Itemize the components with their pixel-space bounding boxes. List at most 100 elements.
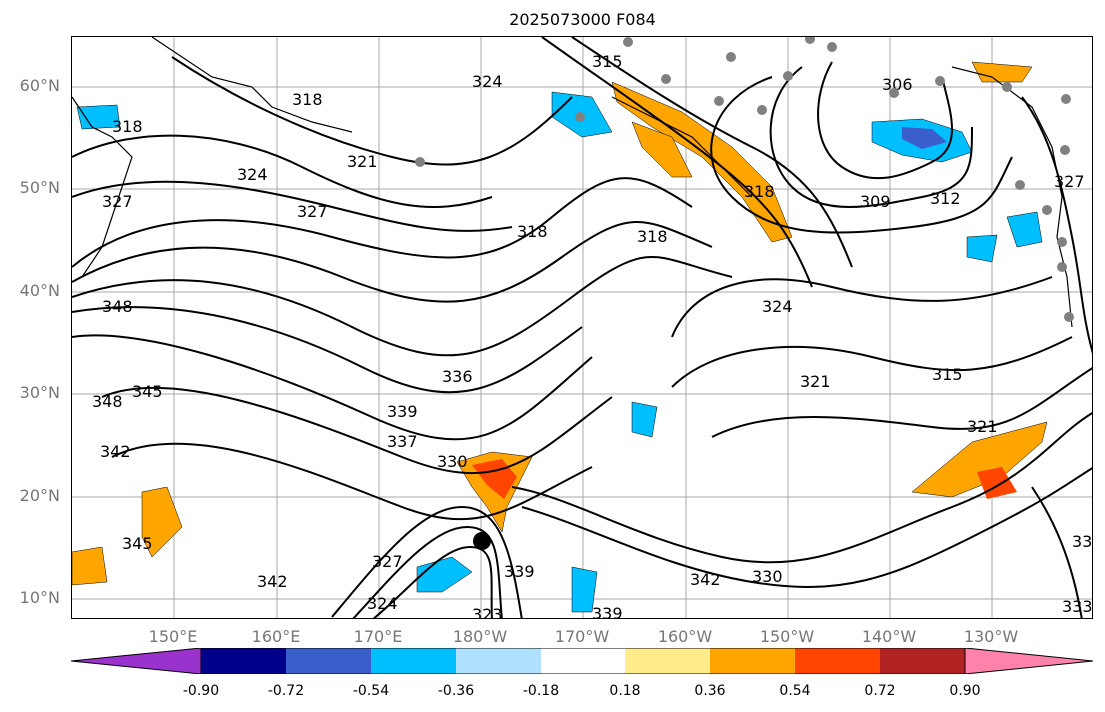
contour-label: 342 — [257, 572, 288, 591]
contour-label: 345 — [132, 382, 163, 401]
station-marker — [935, 76, 945, 86]
contour-label: 342 — [690, 570, 721, 589]
shade-gulf-purple — [902, 127, 947, 149]
station-marker — [1002, 82, 1012, 92]
contour-label: 348 — [92, 392, 123, 411]
station-marker — [1057, 262, 1067, 272]
contour-label: 327 — [102, 192, 133, 211]
contour-label: 324 — [762, 297, 793, 316]
shade-e-orange — [911, 421, 1048, 498]
shade-sw-orange — [72, 546, 108, 586]
lat-label: 40°N — [19, 281, 60, 300]
station-marker — [1060, 145, 1070, 155]
colorbar-tick-label: 0.90 — [949, 683, 981, 699]
contour-label: 315 — [932, 365, 963, 384]
shade-mid-blue — [631, 401, 658, 438]
contour-label: 345 — [122, 534, 153, 553]
shade-s-blue-2 — [571, 566, 598, 613]
contour-label: 337 — [387, 432, 418, 451]
colorbar-tick-label: -0.90 — [182, 683, 220, 699]
colorbar-segment — [710, 648, 795, 674]
lon-label: 170°E — [353, 627, 403, 646]
colorbar-segment — [286, 648, 371, 674]
lon-label: 150°W — [759, 627, 815, 646]
contour-label: 324 — [237, 165, 268, 184]
contour-label: 327 — [1054, 172, 1085, 191]
lon-label: 160°E — [251, 627, 301, 646]
contour-label: 339 — [592, 604, 623, 619]
shade-westcoast-blue — [1006, 211, 1043, 248]
contour-label: 321 — [347, 152, 378, 171]
contour-label: 348 — [102, 297, 133, 316]
lon-label: 180°W — [452, 627, 508, 646]
colorbar-tick-label: -0.54 — [352, 683, 390, 699]
contour-label: 330 — [437, 452, 468, 471]
station-marker — [415, 157, 425, 167]
lat-label: 30°N — [19, 383, 60, 402]
shaded-areas — [72, 61, 1048, 613]
contour-label: 330 — [752, 567, 783, 586]
contour-label: 318 — [637, 227, 668, 246]
contour-label: 318 — [112, 117, 143, 136]
contour-label: 306 — [882, 75, 913, 94]
station-marker — [1061, 94, 1071, 104]
colorbar-tick-label: -0.72 — [267, 683, 305, 699]
station-marker — [1042, 205, 1052, 215]
colorbar-tick-label: -0.36 — [437, 683, 475, 699]
colorbar-segment — [456, 648, 541, 674]
colorbar-extend-left — [71, 648, 202, 674]
shade-westcoast-blue-2 — [966, 234, 998, 263]
contour-label: 333 — [1062, 597, 1093, 616]
map-title: 2025073000 F084 — [509, 10, 656, 29]
station-marker — [1057, 237, 1067, 247]
colorbar-tick-label: 0.54 — [779, 683, 811, 699]
contour-label: 339 — [387, 402, 418, 421]
lon-label: 150°E — [148, 627, 198, 646]
lat-label: 60°N — [19, 76, 60, 95]
station-marker — [1015, 180, 1025, 190]
colorbar — [71, 648, 1093, 674]
station-marker — [714, 96, 724, 106]
station-marker — [783, 71, 793, 81]
contour-label: 324 — [472, 72, 503, 91]
map-plot-area[interactable]: 324 318 315 306 318 321 324 327 327 318 … — [71, 36, 1093, 619]
contour-label: 318 — [744, 182, 775, 201]
shade-jet-orange — [611, 81, 793, 243]
contour-label: 324 — [367, 594, 398, 613]
contour-label: 318 — [292, 90, 323, 109]
shade-jet-orange-2 — [631, 121, 693, 178]
contour-label: 323 — [472, 605, 503, 619]
shade-nw-blue — [76, 104, 121, 130]
colorbar-tick-label: 0.18 — [609, 683, 641, 699]
contours — [72, 37, 1092, 618]
station-marker — [623, 37, 633, 47]
colorbar-segment — [880, 648, 965, 674]
contour-label: 309 — [860, 192, 891, 211]
colorbar-tick-label: 0.36 — [694, 683, 726, 699]
lon-label: 170°W — [554, 627, 610, 646]
lon-label: 160°W — [657, 627, 713, 646]
colorbar-segment — [625, 648, 710, 674]
lat-label: 10°N — [19, 588, 60, 607]
colorbar-segment — [541, 648, 625, 674]
station-marker — [805, 37, 815, 44]
lat-label: 20°N — [19, 486, 60, 505]
contour-label: 321 — [967, 417, 998, 436]
shade-s-blue — [416, 556, 473, 593]
station-marker — [827, 42, 837, 52]
shade-typhoon-core — [472, 459, 517, 499]
colorbar-segment — [795, 648, 880, 674]
contour-label: 318 — [517, 222, 548, 241]
colorbar-tick-label: -0.18 — [522, 683, 560, 699]
station-marker — [575, 112, 585, 122]
station-marker — [1064, 312, 1074, 322]
map-canvas: 324 318 315 306 318 321 324 327 327 318 … — [72, 37, 1093, 619]
lon-label: 140°W — [861, 627, 917, 646]
lat-label: 50°N — [19, 178, 60, 197]
contour-label-group: 324 318 315 306 318 321 324 327 327 318 … — [92, 52, 1093, 619]
contour-label: 336 — [442, 367, 473, 386]
shade-ne-orange — [971, 61, 1033, 83]
colorbar-segment — [201, 648, 286, 674]
lon-label: 130°W — [963, 627, 1019, 646]
colorbar-extend-right — [964, 648, 1093, 674]
